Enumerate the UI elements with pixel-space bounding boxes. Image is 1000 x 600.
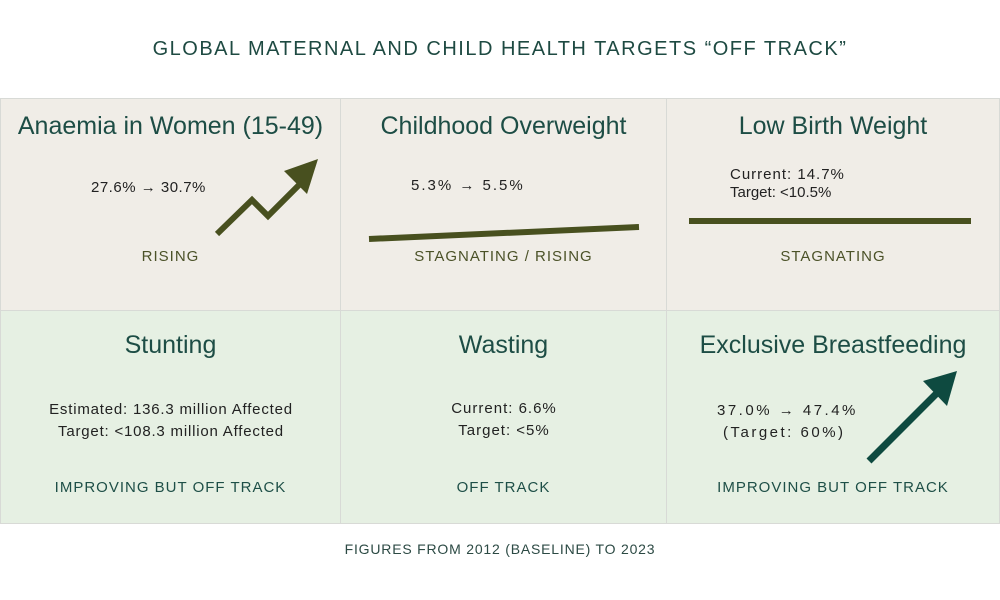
flat-line-icon: [689, 218, 971, 224]
target-value: Target: <108.3 million Affected: [58, 423, 284, 440]
page-title: GLOBAL MATERNAL AND CHILD HEALTH TARGETS…: [152, 38, 848, 60]
status-label: IMPROVING BUT OFF TRACK: [54, 479, 287, 496]
target-value: Target: <10.5%: [730, 184, 832, 201]
target-value: Target: <5%: [458, 422, 550, 439]
card-exclusive-breastfeeding: Exclusive Breastfeeding 37.0% → 47.4% (T…: [666, 310, 1000, 524]
up-arrow-icon: [866, 371, 957, 464]
card-values: 37.0% → 47.4% (Target: 60%): [717, 400, 858, 444]
status-label: OFF TRACK: [456, 479, 551, 496]
card-title: Childhood Overweight: [380, 112, 627, 140]
card-title: Low Birth Weight: [738, 112, 928, 140]
slight-rising-line-icon: [368, 224, 640, 242]
card-title: Exclusive Breastfeeding: [699, 331, 967, 359]
footer-note: FIGURES FROM 2012 (BASELINE) TO 2023: [344, 541, 656, 557]
status-label: RISING: [141, 248, 200, 265]
card-childhood-overweight: Childhood Overweight 5.3% → 5.5% STAGNAT…: [340, 98, 667, 311]
change-value: 37.0% → 47.4%: [717, 402, 858, 419]
estimated-value: Estimated: 136.3 million Affected: [49, 401, 293, 418]
status-label: STAGNATING / RISING: [414, 248, 593, 265]
card-title: Anaemia in Women (15-49): [17, 112, 324, 140]
card-title: Wasting: [458, 331, 549, 359]
card-values: 5.3% → 5.5%: [411, 177, 525, 194]
card-values: Estimated: 136.3 million Affected Target…: [1, 399, 341, 443]
target-value: (Target: 60%): [723, 424, 846, 441]
card-values: Current: 6.6% Target: <5%: [341, 398, 667, 442]
current-value: Current: 14.7%: [730, 166, 845, 183]
card-values: 27.6% → 30.7%: [91, 179, 206, 196]
zigzag-up-arrow-icon: [214, 159, 318, 237]
card-wasting: Wasting Current: 6.6% Target: <5% OFF TR…: [340, 310, 667, 524]
card-stunting: Stunting Estimated: 136.3 million Affect…: [0, 310, 341, 524]
card-values: Current: 14.7% Target: <10.5%: [730, 166, 845, 202]
current-value: Current: 6.6%: [451, 400, 557, 417]
card-anaemia: Anaemia in Women (15-49) 27.6% → 30.7% R…: [0, 98, 341, 311]
card-title: Stunting: [124, 331, 217, 359]
status-label: IMPROVING BUT OFF TRACK: [717, 479, 949, 496]
status-label: STAGNATING: [780, 248, 886, 265]
card-low-birth-weight: Low Birth Weight Current: 14.7% Target: …: [666, 98, 1000, 311]
